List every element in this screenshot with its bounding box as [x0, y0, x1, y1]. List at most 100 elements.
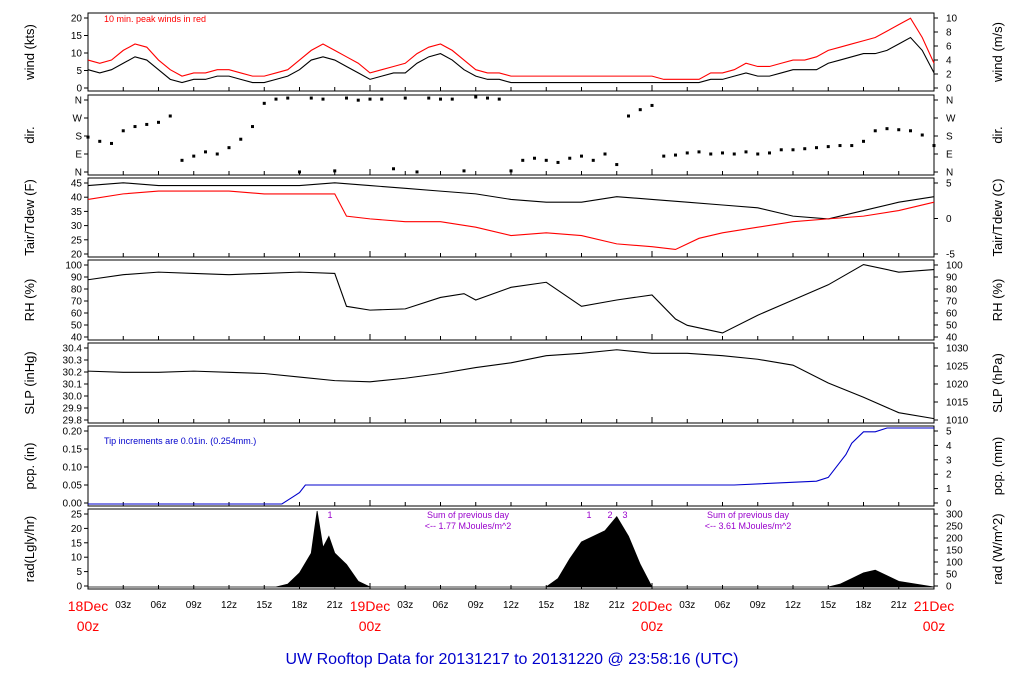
- dir-point: [415, 170, 419, 174]
- wind-annotation: 10 min. peak winds in red: [104, 14, 206, 24]
- black-series-line: [87, 36, 935, 84]
- y-axis-title: wind (kts): [22, 24, 37, 81]
- dir-point: [920, 133, 924, 137]
- day-hour-label: 00z: [923, 618, 946, 634]
- y2-tick-label: 3: [946, 455, 952, 466]
- y2-tick-label: 6: [946, 42, 952, 53]
- y-tick-label: 10: [71, 553, 83, 564]
- hour-label: 15z: [820, 600, 836, 611]
- day2-sum-label: Sum of previous day: [707, 510, 790, 520]
- y2-tick-label: 100: [946, 261, 963, 272]
- y-tick-label: 20: [71, 14, 83, 25]
- y2-tick-label: 8: [946, 28, 952, 39]
- y-tick-label: 15: [71, 538, 83, 549]
- dir-point: [486, 96, 489, 100]
- y-tick-label: N: [75, 96, 82, 107]
- y-tick-label: 0.20: [63, 427, 83, 438]
- hour-label: 18z: [573, 600, 589, 611]
- y2-tick-label: 50: [946, 570, 958, 581]
- hour-label: 15z: [538, 600, 554, 611]
- y-tick-label: W: [73, 114, 83, 125]
- y2-tick-label: 5: [946, 179, 952, 190]
- y-tick-label: 45: [71, 179, 83, 190]
- y2-tick-label: 70: [946, 297, 958, 308]
- y-tick-label: 30: [71, 221, 83, 232]
- dir-point: [709, 152, 713, 156]
- hour-label: 03z: [397, 600, 413, 611]
- panel-frame: [87, 94, 935, 176]
- y2-axis-title: rad (W/m^2): [990, 513, 1005, 584]
- y-tick-label: 25: [71, 510, 83, 521]
- y2-tick-label: 1025: [946, 362, 969, 373]
- hour-label: 15z: [256, 600, 272, 611]
- hour-label: 21z: [327, 600, 343, 611]
- day-label: 21Dec: [914, 598, 954, 614]
- y-tick-label: 30.1: [63, 380, 83, 391]
- dir-point: [439, 97, 442, 101]
- dir-point: [862, 139, 865, 143]
- y2-tick-label: 0: [946, 499, 952, 510]
- dir-point: [803, 147, 807, 151]
- dir-point: [474, 95, 478, 99]
- y-axis-title: SLP (inHg): [22, 351, 37, 414]
- y2-tick-label: 200: [946, 534, 963, 545]
- y-tick-label: 15: [71, 31, 83, 42]
- dir-point: [650, 103, 654, 107]
- hour-label: 21z: [609, 600, 625, 611]
- day1-sum-label: Sum of previous day: [427, 510, 510, 520]
- hour-label: 09z: [186, 600, 202, 611]
- dir-point: [168, 114, 172, 118]
- y-axis-title: Tair/Tdew (F): [22, 179, 37, 256]
- dir-point: [838, 144, 842, 148]
- day2-sum-value: <-- 3.61 MJoules/m^2: [705, 521, 792, 531]
- y2-tick-label: 100: [946, 558, 963, 569]
- y2-tick-label: 50: [946, 321, 958, 332]
- y-tick-label: 30.0: [63, 392, 83, 403]
- y-tick-label: N: [75, 168, 82, 179]
- dir-point: [215, 152, 219, 156]
- y-tick-label: 30.3: [63, 356, 83, 367]
- y-axis-title: dir.: [22, 126, 37, 143]
- y-axis-title: RH (%): [22, 279, 37, 322]
- y2-tick-label: 2: [946, 470, 952, 481]
- y2-axis-title: Tair/Tdew (C): [990, 178, 1005, 256]
- dir-point: [909, 129, 912, 133]
- black-series-line: [87, 349, 935, 420]
- dir-point: [333, 169, 337, 173]
- day-hour-label: 00z: [77, 618, 100, 634]
- dir-point: [674, 153, 677, 157]
- y2-tick-label: 1: [946, 484, 952, 495]
- radiation-area: [88, 510, 935, 588]
- dir-point: [744, 150, 748, 154]
- y-tick-label: 0.00: [63, 499, 83, 510]
- y-tick-label: 30.4: [63, 344, 83, 355]
- y-tick-label: 40: [71, 333, 83, 344]
- y-tick-label: 5: [76, 66, 82, 77]
- blue-series-line: [88, 427, 934, 505]
- day-hour-label: 00z: [359, 618, 382, 634]
- y2-tick-label: S: [946, 132, 953, 143]
- panel-frame: [87, 342, 935, 424]
- dir-point: [145, 122, 149, 126]
- dir-point: [756, 152, 760, 156]
- dir-point: [262, 101, 266, 105]
- dir-point: [662, 154, 666, 158]
- hour-label: 03z: [115, 600, 131, 611]
- y2-tick-label: 250: [946, 522, 963, 533]
- day-label: 19Dec: [350, 598, 390, 614]
- y2-tick-label: 4: [946, 441, 952, 452]
- y2-tick-label: 4: [946, 56, 952, 67]
- dir-point: [239, 137, 243, 141]
- hour-label: 18z: [855, 600, 871, 611]
- dir-point: [497, 97, 501, 101]
- y-tick-label: 90: [71, 273, 83, 284]
- dir-point: [450, 97, 454, 101]
- y-axis-title: rad(Lgly/hr): [22, 516, 37, 582]
- dir-point: [568, 156, 572, 160]
- precip-annotation: Tip increments are 0.01in. (0.254mm.): [104, 436, 256, 446]
- y-tick-label: 0: [76, 84, 82, 95]
- hour-label: 12z: [503, 600, 519, 611]
- y2-tick-label: W: [946, 114, 956, 125]
- y2-axis-title: pcp. (mm): [990, 437, 1005, 496]
